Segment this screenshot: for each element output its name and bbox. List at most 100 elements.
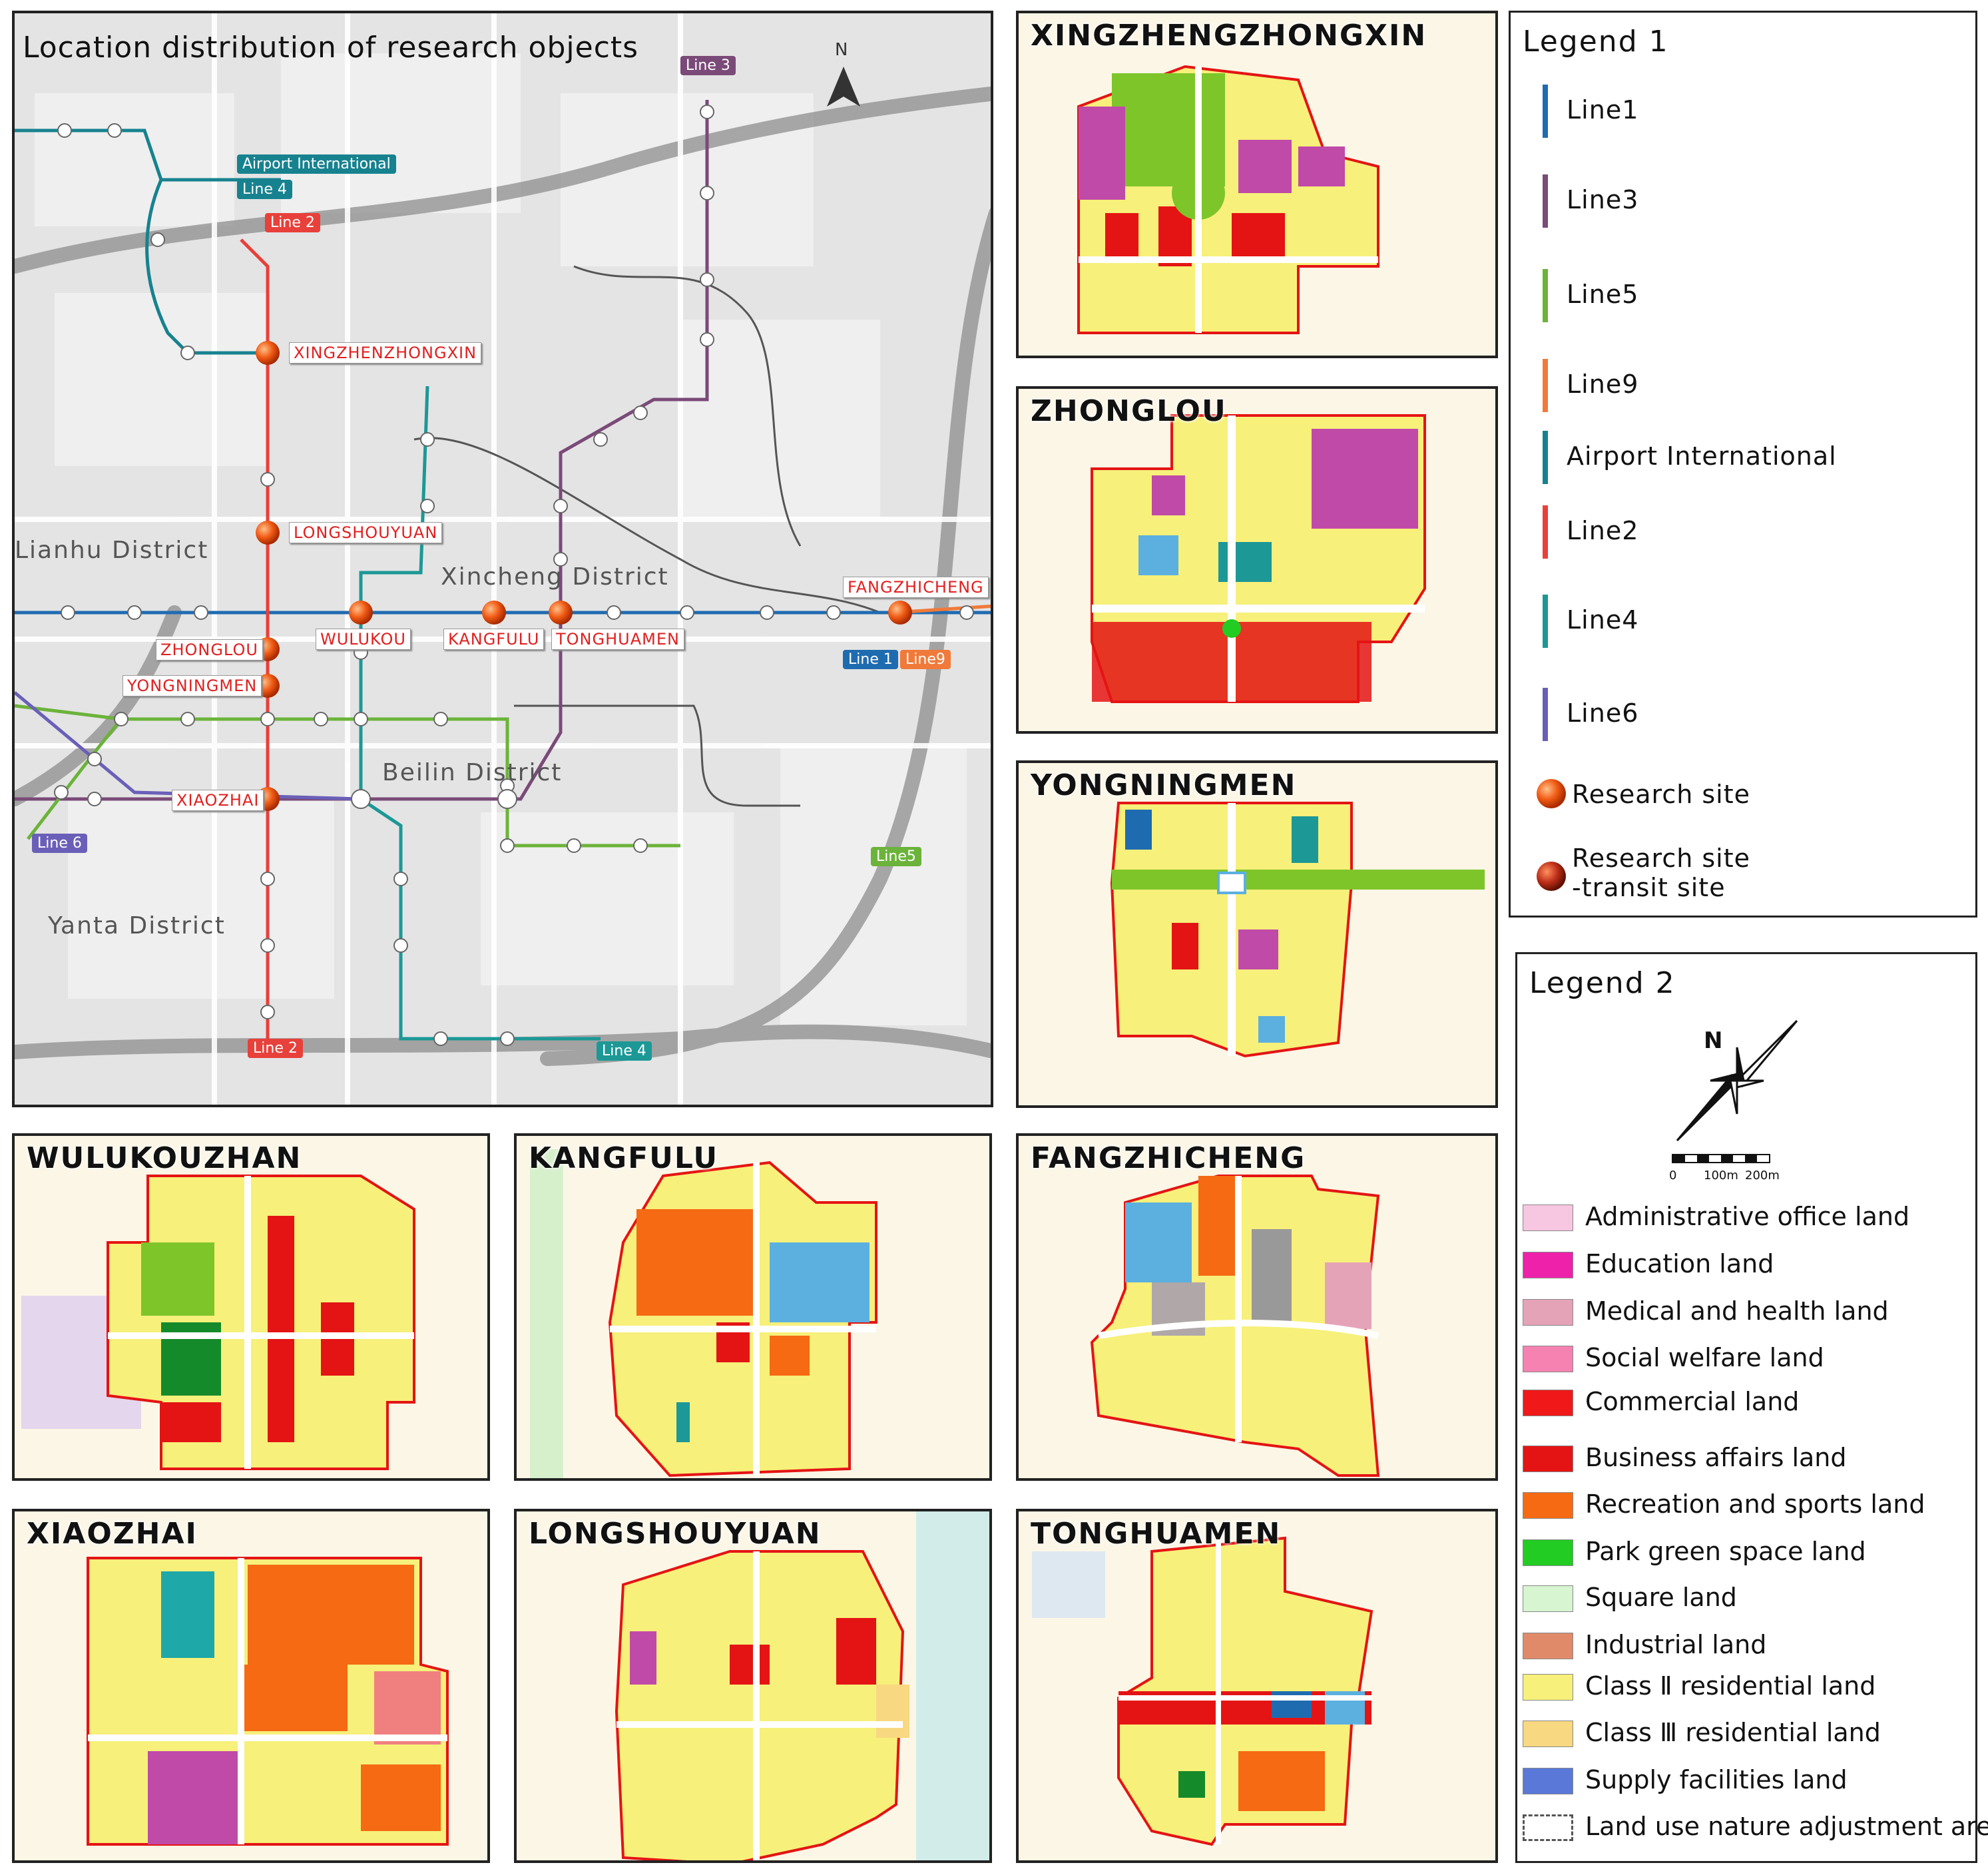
main-map-title: Location distribution of research object…	[23, 31, 639, 65]
legend-landuse-swatch	[1523, 1204, 1573, 1231]
district-label: Beilin District	[382, 759, 563, 786]
detail-map-tonghuamen: TONGHUAMEN	[1016, 1509, 1498, 1863]
legend-landuse-swatch	[1523, 1390, 1573, 1416]
site-label-tonghuamen: TONGHUAMEN	[551, 629, 684, 650]
legend-landuse-swatch	[1523, 1768, 1573, 1794]
detail-map-graphic	[1019, 389, 1495, 731]
legend-landuse-label: Square land	[1585, 1583, 1737, 1612]
site-label-longshouyuan: LONGSHOUYUAN	[289, 522, 443, 543]
scale-bar	[1672, 1154, 1770, 1163]
site-label-xiaozhai: XIAOZHAI	[172, 790, 264, 811]
compass-rose-icon	[1676, 1019, 1798, 1142]
district-label: Yanta District	[48, 912, 226, 939]
detail-map-graphic	[517, 1136, 989, 1478]
legend-landuse-swatch	[1523, 1633, 1573, 1659]
detail-map-graphic	[15, 1511, 487, 1860]
legend-line-label: Line4	[1567, 605, 1639, 635]
research-site-label: Research site	[1572, 780, 1751, 809]
legend-line-swatch	[1543, 431, 1548, 484]
detail-map-graphic	[1019, 1136, 1495, 1478]
legend-landuse-label: Social welfare land	[1585, 1343, 1824, 1372]
legend-line-swatch	[1543, 174, 1548, 228]
legend-landuse-label: Commercial land	[1585, 1387, 1800, 1416]
legend-line-label: Line5	[1567, 280, 1639, 309]
scale-label-0: 0	[1669, 1169, 1677, 1183]
line6-tag: Line 6	[32, 834, 87, 853]
line9-tag: Line9	[900, 650, 951, 669]
site-label-yongningmen: YONGNINGMEN	[123, 675, 262, 696]
scale-label-200: 200m	[1745, 1169, 1780, 1183]
detail-map-title: WULUKOUZHAN	[27, 1141, 302, 1175]
legend-landuse-label: Supply facilities land	[1585, 1765, 1848, 1794]
site-label-wulukou: WULUKOU	[316, 629, 411, 650]
transit-site-label-line2: -transit site	[1572, 873, 1726, 902]
detail-map-title: FANGZHICHENG	[1031, 1141, 1306, 1175]
legend-line-label: Line1	[1567, 95, 1639, 125]
detail-map-longshouyuan: LONGSHOUYUAN	[514, 1509, 992, 1863]
legend-line-label: Line2	[1567, 516, 1639, 545]
scale-label-100: 100m	[1704, 1169, 1738, 1183]
legend-landuse-swatch	[1523, 1585, 1573, 1612]
line4-bottom-tag: Line 4	[597, 1041, 652, 1061]
legend-landuse-label: Administrative office land	[1585, 1202, 1910, 1231]
site-label-fangzhicheng: FANGZHICHENG	[843, 577, 989, 598]
district-label: Xincheng District	[441, 563, 669, 591]
legend-landuse-swatch	[1523, 1446, 1573, 1472]
line2-top-tag: Line 2	[265, 213, 320, 232]
legend-landuse-label: Park green space land	[1585, 1537, 1866, 1566]
legend-landuse-swatch	[1523, 1492, 1573, 1519]
legend-line-swatch	[1543, 595, 1548, 648]
legend-landuse-swatch	[1523, 1721, 1573, 1747]
legend-2-title: Legend 2	[1529, 966, 1676, 1000]
line4-top-tag: Line 4	[237, 180, 292, 199]
detail-map-title: LONGSHOUYUAN	[529, 1517, 822, 1551]
main-north-label: N	[835, 40, 848, 60]
detail-map-graphic	[1019, 1511, 1495, 1860]
legend-landuse-label: Medical and health land	[1585, 1296, 1889, 1326]
legend-landuse-swatch	[1523, 1814, 1573, 1841]
north-arrow-icon	[827, 67, 860, 107]
detail-map-zhonglou: ZHONGLOU	[1016, 386, 1498, 734]
legend-landuse-label: Class Ⅲ residential land	[1585, 1718, 1881, 1747]
detail-map-wulukouzhan: WULUKOUZHAN	[12, 1133, 490, 1481]
legend-1-title: Legend 1	[1523, 25, 1669, 59]
detail-map-yongningmen: YONGNINGMEN	[1016, 760, 1498, 1108]
legend-landuse-label: Business affairs land	[1585, 1443, 1847, 1472]
legend-landuse-swatch	[1523, 1252, 1573, 1278]
detail-map-xiaozhai: XIAOZHAI	[12, 1509, 490, 1863]
legend-line-swatch	[1543, 269, 1548, 322]
legend-1: Legend 1 Line1 Line3 Line5 Line9 Airport…	[1509, 11, 1977, 918]
legend-landuse-swatch	[1523, 1539, 1573, 1566]
line3-tag: Line 3	[680, 56, 736, 75]
legend-landuse-label: Education land	[1585, 1249, 1774, 1278]
detail-map-kangfulu: KANGFULU	[514, 1133, 992, 1481]
main-map-basemap	[15, 13, 991, 1105]
detail-map-fangzhicheng: FANGZHICHENG	[1016, 1133, 1498, 1481]
legend-landuse-swatch	[1523, 1346, 1573, 1372]
legend-landuse-swatch	[1523, 1674, 1573, 1701]
transit-site-icon	[1537, 862, 1566, 891]
legend-landuse-label: Industrial land	[1585, 1630, 1767, 1659]
detail-map-graphic	[15, 1136, 487, 1478]
line2-bottom-tag: Line 2	[248, 1039, 303, 1058]
legend-line-swatch	[1543, 85, 1548, 138]
legend-line-label: Airport International	[1567, 441, 1837, 471]
legend-landuse-label: Class Ⅱ residential land	[1585, 1671, 1876, 1701]
transit-site-label-line1: Research site	[1572, 844, 1751, 873]
airport-line-tag: Airport International	[237, 154, 396, 174]
detail-map-graphic	[1019, 763, 1495, 1105]
detail-map-title: TONGHUAMEN	[1031, 1517, 1282, 1551]
legend-line-swatch	[1543, 505, 1548, 559]
site-label-zhonglou: ZHONGLOU	[156, 639, 263, 661]
main-metro-map: Location distribution of research object…	[12, 11, 993, 1107]
research-site-icon	[1537, 779, 1566, 808]
detail-map-graphic	[1019, 13, 1495, 356]
district-label: Lianhu District	[15, 537, 209, 564]
legend-line-swatch	[1543, 688, 1548, 741]
detail-map-graphic	[517, 1511, 989, 1860]
legend-landuse-label: Land use nature adjustment area	[1585, 1812, 1988, 1841]
detail-map-title: YONGNINGMEN	[1031, 768, 1297, 802]
detail-map-title: XIAOZHAI	[27, 1517, 198, 1551]
detail-map-title: KANGFULU	[529, 1141, 719, 1175]
legend-line-label: Line6	[1567, 698, 1639, 728]
